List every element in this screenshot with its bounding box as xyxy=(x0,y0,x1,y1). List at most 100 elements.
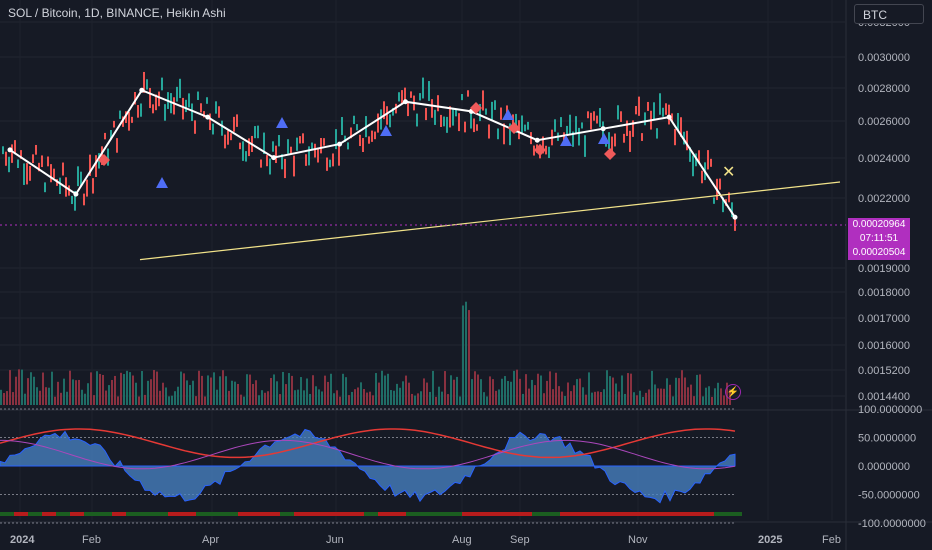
signal-strip-segment xyxy=(462,512,476,516)
volume-bar xyxy=(309,393,311,405)
volume-bar xyxy=(78,379,80,405)
signal-strip-segment xyxy=(434,512,448,516)
volume-bar xyxy=(588,372,590,405)
volume-bar xyxy=(393,390,395,405)
volume-bar xyxy=(429,391,431,405)
series-point xyxy=(73,191,79,197)
volume-bar xyxy=(504,376,506,405)
volume-bar xyxy=(147,380,149,405)
candle xyxy=(458,113,460,132)
volume-bar xyxy=(423,378,425,405)
lightning-icon[interactable]: ⚡ xyxy=(725,384,741,400)
volume-bar xyxy=(540,375,542,405)
candle xyxy=(326,157,328,171)
volume-bar xyxy=(279,394,281,405)
volume-bar xyxy=(351,391,353,405)
currency-selector[interactable]: BTC xyxy=(854,4,924,24)
volume-bar xyxy=(606,370,608,405)
candle xyxy=(554,119,556,132)
candle xyxy=(377,113,379,133)
candle xyxy=(347,142,349,150)
price-tick-label: 0.0015200 xyxy=(858,365,910,377)
volume-bar xyxy=(261,390,263,405)
signal-strip-segment xyxy=(336,512,350,516)
candle xyxy=(71,195,73,205)
signal-strip-segment xyxy=(294,512,308,516)
volume-bar xyxy=(690,384,692,405)
volume-bar xyxy=(201,375,203,405)
candle xyxy=(644,112,646,126)
volume-bar xyxy=(273,374,275,405)
candle xyxy=(242,141,244,161)
signal-strip-segment xyxy=(714,512,728,516)
volume-bar xyxy=(57,381,59,405)
candle xyxy=(647,101,649,111)
candle xyxy=(371,130,373,142)
signal-strip-segment xyxy=(378,512,392,516)
volume-bar xyxy=(609,376,611,405)
candle xyxy=(686,130,688,151)
volume-bar xyxy=(681,370,683,405)
volume-bar xyxy=(0,389,2,405)
volume-bar xyxy=(591,392,593,405)
volume-bar xyxy=(108,385,110,405)
volume-bar xyxy=(120,372,122,405)
candle xyxy=(653,102,655,120)
time-tick-label: Aug xyxy=(452,534,472,546)
oscillator-tick-label: 50.0000000 xyxy=(858,433,916,445)
candle xyxy=(560,117,562,128)
oscillator-tick-label: 100.0000000 xyxy=(858,404,922,416)
oscillator-tick-label: 0.0000000 xyxy=(858,461,910,473)
candle xyxy=(95,155,97,178)
candle xyxy=(323,138,325,146)
volume-bar xyxy=(612,377,614,405)
volume-bar xyxy=(603,389,605,405)
candle xyxy=(17,159,19,169)
candle xyxy=(401,90,403,104)
candle xyxy=(128,112,130,131)
signal-strip-segment xyxy=(574,512,588,516)
candle xyxy=(248,138,250,157)
candle xyxy=(497,128,499,140)
time-tick-label: Feb xyxy=(822,534,841,546)
volume-bar xyxy=(378,382,380,405)
volume-bar xyxy=(285,384,287,405)
price-tick-label: 0.0016000 xyxy=(858,340,910,352)
time-tick-label: 2025 xyxy=(758,534,782,546)
candle xyxy=(89,154,91,176)
candle xyxy=(452,109,454,126)
volume-bar xyxy=(645,392,647,405)
volume-bar xyxy=(66,391,68,405)
volume-bar xyxy=(204,396,206,405)
volume-bar xyxy=(132,375,134,405)
volume-bar xyxy=(447,394,449,405)
volume-bar xyxy=(150,379,152,405)
volume-bar xyxy=(498,389,500,405)
signal-strip-segment xyxy=(490,512,504,516)
candle xyxy=(224,134,226,149)
volume-bar xyxy=(291,375,293,405)
signal-strip-segment xyxy=(126,512,140,516)
volume-bar xyxy=(303,390,305,405)
candle xyxy=(692,155,694,177)
volume-bar xyxy=(75,380,77,405)
candle xyxy=(269,158,271,175)
candle xyxy=(521,115,523,134)
candle xyxy=(53,168,55,179)
volume-bar xyxy=(684,377,686,405)
sell-signal-diamond xyxy=(508,122,520,134)
volume-bar xyxy=(495,390,497,405)
signal-strip-segment xyxy=(140,512,154,516)
candle xyxy=(185,99,187,113)
candle xyxy=(158,91,160,107)
candle xyxy=(107,148,109,166)
volume-bar xyxy=(90,372,92,405)
volume-bar xyxy=(54,396,56,405)
candle xyxy=(494,100,496,110)
signal-strip-segment xyxy=(406,512,420,516)
volume-bar xyxy=(456,376,458,405)
symbol-title[interactable]: SOL / Bitcoin, 1D, BINANCE, Heikin Ashi xyxy=(8,6,226,20)
candle xyxy=(422,77,424,99)
volume-bar xyxy=(318,389,320,405)
